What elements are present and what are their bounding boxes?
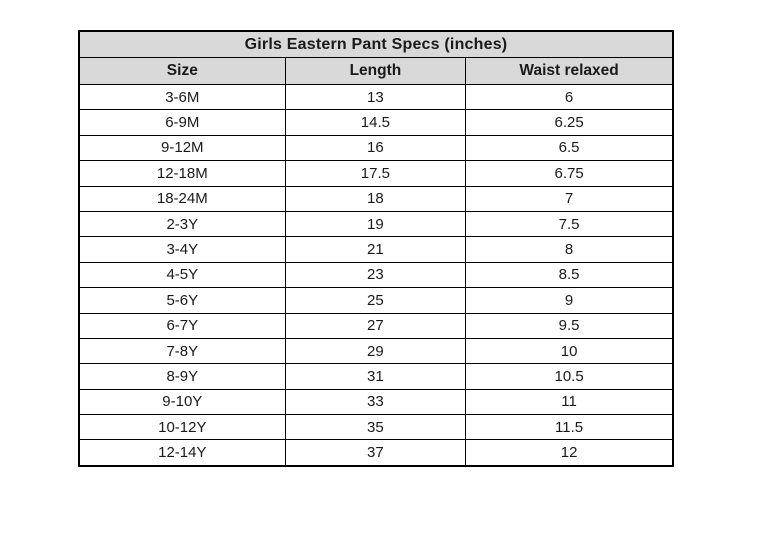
table-row: 6-9M 14.5 6.25 [78, 109, 674, 136]
waist-cell: 6.25 [465, 109, 674, 136]
table-row: 8-9Y 31 10.5 [78, 363, 674, 390]
size-cell: 3-4Y [78, 236, 286, 263]
size-cell: 2-3Y [78, 210, 286, 238]
length-cell: 23 [284, 261, 467, 289]
column-header-waist-relaxed: Waist relaxed [465, 57, 674, 85]
waist-cell: 8 [465, 236, 674, 263]
length-cell: 27 [284, 312, 467, 339]
length-cell: 21 [284, 236, 467, 263]
waist-cell: 12 [465, 439, 674, 467]
length-cell: 13 [284, 83, 467, 111]
waist-cell: 6.5 [465, 134, 674, 162]
size-cell: 18-24M [78, 185, 286, 212]
length-cell: 16 [284, 134, 467, 162]
table-title-row: Girls Eastern Pant Specs (inches) [78, 30, 674, 58]
length-cell: 19 [284, 210, 467, 238]
length-cell: 25 [284, 287, 467, 314]
waist-cell: 9.5 [465, 312, 674, 339]
table-row: 18-24M 18 7 [78, 185, 674, 212]
pant-specs-table: Girls Eastern Pant Specs (inches) Size L… [78, 30, 674, 467]
table-row: 5-6Y 25 9 [78, 287, 674, 314]
table-row: 12-14Y 37 12 [78, 439, 674, 467]
waist-cell: 10.5 [465, 363, 674, 390]
table-row: 12-18M 17.5 6.75 [78, 160, 674, 187]
waist-cell: 11.5 [465, 414, 674, 441]
waist-cell: 7.5 [465, 210, 674, 238]
size-cell: 6-9M [78, 109, 286, 136]
table-row: 3-6M 13 6 [78, 83, 674, 111]
table-row: 9-10Y 33 11 [78, 388, 674, 416]
size-cell: 6-7Y [78, 312, 286, 339]
length-cell: 29 [284, 337, 467, 365]
length-cell: 31 [284, 363, 467, 390]
waist-cell: 7 [465, 185, 674, 212]
length-cell: 35 [284, 414, 467, 441]
table-title: Girls Eastern Pant Specs (inches) [78, 30, 674, 58]
size-cell: 9-12M [78, 134, 286, 162]
size-cell: 10-12Y [78, 414, 286, 441]
waist-cell: 11 [465, 388, 674, 416]
waist-cell: 6 [465, 83, 674, 111]
table-row: 4-5Y 23 8.5 [78, 261, 674, 289]
table-row: 9-12M 16 6.5 [78, 134, 674, 162]
size-cell: 9-10Y [78, 388, 286, 416]
table-row: 10-12Y 35 11.5 [78, 414, 674, 441]
column-header-length: Length [284, 57, 467, 85]
length-cell: 14.5 [284, 109, 467, 136]
table-header-row: Size Length Waist relaxed [78, 57, 674, 85]
size-cell: 8-9Y [78, 363, 286, 390]
size-cell: 5-6Y [78, 287, 286, 314]
size-cell: 7-8Y [78, 337, 286, 365]
length-cell: 18 [284, 185, 467, 212]
size-cell: 3-6M [78, 83, 286, 111]
length-cell: 37 [284, 439, 467, 467]
waist-cell: 9 [465, 287, 674, 314]
column-header-size: Size [78, 57, 286, 85]
waist-cell: 6.75 [465, 160, 674, 187]
table-row: 2-3Y 19 7.5 [78, 210, 674, 238]
table-row: 3-4Y 21 8 [78, 236, 674, 263]
size-cell: 12-18M [78, 160, 286, 187]
size-cell: 12-14Y [78, 439, 286, 467]
size-cell: 4-5Y [78, 261, 286, 289]
length-cell: 33 [284, 388, 467, 416]
table-row: 6-7Y 27 9.5 [78, 312, 674, 339]
table-body: 3-6M 13 6 6-9M 14.5 6.25 9-12M 16 6.5 12-18M 17.5 6… [78, 83, 674, 467]
length-cell: 17.5 [284, 160, 467, 187]
waist-cell: 8.5 [465, 261, 674, 289]
table-row: 7-8Y 29 10 [78, 337, 674, 365]
waist-cell: 10 [465, 337, 674, 365]
